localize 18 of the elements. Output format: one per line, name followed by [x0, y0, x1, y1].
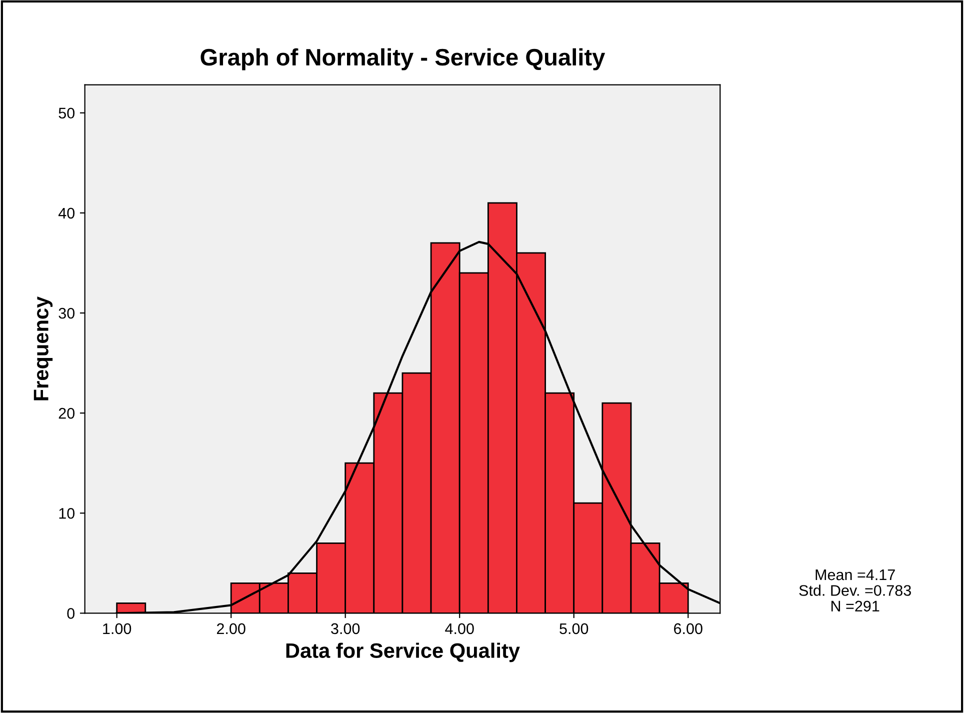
y-axis-title: Frequency [34, 296, 53, 400]
text: N =291 [831, 600, 880, 612]
x-tick-label: 4.00 [445, 623, 474, 634]
chart-title: Graph of Normality - Service Quality [200, 48, 606, 70]
x-tick-label: 1.00 [103, 623, 132, 634]
y-tick-label: 10 [59, 508, 75, 519]
text: Std. Dev. =0.783 [799, 584, 911, 596]
text: Mean =4.17 [816, 570, 895, 580]
x-axis-title: Data for Service Quality [286, 642, 520, 662]
y-tick-label: 30 [58, 308, 75, 319]
y-tick-label: 20 [58, 408, 75, 419]
x-tick-label: 3.00 [331, 623, 360, 634]
y-tick-label: 40 [58, 208, 75, 219]
x-tick-label: 5.00 [560, 623, 588, 634]
x-tick-label: 2.00 [216, 623, 246, 634]
y-tick-label: 50 [58, 108, 75, 119]
y-tick-label: 0 [67, 608, 75, 619]
x-tick-label: 6.00 [674, 623, 702, 634]
